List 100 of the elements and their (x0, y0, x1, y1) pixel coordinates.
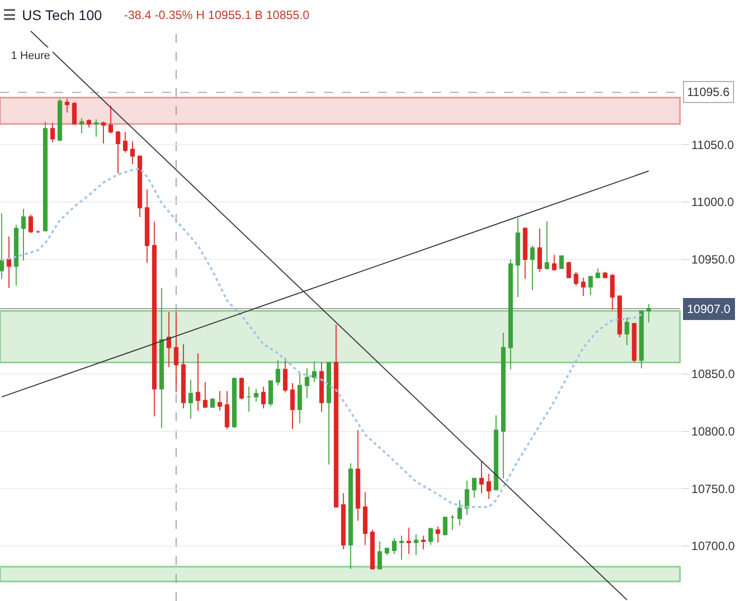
candlestick (552, 254, 556, 272)
candlestick (348, 462, 353, 570)
candlestick (268, 380, 273, 407)
candlestick (181, 344, 186, 409)
candlestick (610, 274, 615, 310)
candlestick (508, 258, 513, 370)
candlestick (138, 156, 142, 218)
candlestick (530, 245, 535, 291)
candlestick (130, 140, 135, 165)
candlestick (472, 478, 477, 498)
candlestick (239, 376, 244, 400)
candlestick (79, 118, 84, 134)
candlestick (362, 492, 368, 546)
candlestick (14, 224, 18, 286)
annotation: 1 Heure (11, 50, 50, 62)
candlestick (442, 516, 448, 536)
candlestick (450, 514, 455, 530)
candlestick (384, 548, 390, 556)
candlestick (43, 121, 48, 232)
candlestick (304, 368, 310, 399)
candlestick (646, 304, 652, 323)
candlestick (152, 220, 157, 417)
candlestick (326, 362, 332, 466)
candlestick (72, 102, 77, 125)
candlestick (166, 312, 172, 368)
candlestick (312, 360, 317, 382)
candlestick (624, 317, 630, 346)
candlestick (188, 379, 193, 420)
candlestick (334, 324, 338, 508)
candlestick (122, 132, 128, 154)
candlestick (392, 537, 397, 554)
candlestick (108, 105, 114, 134)
candlestick (50, 122, 55, 143)
candlestick (617, 296, 622, 338)
candlestick (559, 255, 564, 269)
chart-title: US Tech 100 (22, 7, 102, 23)
candlestick (457, 500, 462, 526)
candlestick (202, 382, 208, 408)
candlestick (632, 323, 636, 364)
candlestick (399, 535, 404, 560)
candlestick (428, 527, 433, 546)
candlestick (588, 276, 593, 296)
candlestick (414, 534, 418, 556)
candlestick (210, 398, 215, 408)
candlestick (341, 492, 346, 550)
candlestick (254, 388, 258, 402)
candlestick (58, 98, 62, 142)
candlestick (370, 529, 375, 570)
y-tick-label: 10750.0 (691, 482, 736, 496)
candlestick (574, 271, 578, 286)
candlestick (494, 414, 498, 490)
candlestick (94, 118, 98, 138)
candlestick (501, 332, 506, 479)
candlestick (602, 271, 608, 278)
candlestick (479, 460, 484, 494)
candlestick (159, 287, 164, 428)
candlestick (116, 130, 120, 174)
ref-line-label: 11095.6 (687, 85, 730, 99)
candlestick (246, 386, 252, 412)
candlestick (174, 312, 178, 393)
candlestick (86, 118, 92, 128)
y-tick-label: 10850.0 (691, 367, 736, 382)
candlestick (64, 98, 70, 114)
candlestick (282, 357, 288, 393)
candlestick (544, 220, 550, 270)
candlestick (290, 382, 295, 430)
candlestick (581, 277, 586, 297)
y-tick-label: 11000.0 (691, 195, 734, 210)
candlestick (232, 376, 237, 428)
y-tick-label: 11050.0 (691, 138, 734, 152)
candlestick (218, 390, 222, 412)
candlestick (224, 390, 230, 430)
candlestick (21, 208, 26, 261)
candlestick (261, 386, 266, 409)
chart-subtitle: -38.4 -0.35% H 10955.1 B 10855.0 (124, 8, 310, 22)
candlestick (596, 268, 600, 278)
line-series (0, 168, 642, 508)
candlestick (196, 352, 200, 412)
y-tick-label: 10700.0 (691, 539, 736, 554)
candlestick (28, 214, 34, 234)
candlestick (36, 230, 40, 234)
candlestick (144, 188, 150, 264)
candlestick (486, 473, 492, 500)
candlestick (464, 480, 470, 516)
candlestick (319, 362, 324, 412)
candlestick (377, 540, 382, 570)
candlestick (101, 121, 106, 144)
y-tick-label: 10800.0 (691, 424, 736, 439)
candlestick (537, 228, 542, 272)
candlestick (566, 261, 572, 278)
candlestick (516, 218, 520, 298)
ref-line-label: 10907.0 (687, 302, 731, 316)
y-tick-label: 10950.0 (691, 252, 736, 267)
candlestick (406, 527, 412, 554)
candlestick (6, 236, 12, 288)
candlestick (639, 310, 644, 369)
candlestick (0, 212, 4, 280)
candlestick (356, 430, 360, 522)
candlestick (522, 226, 528, 280)
candlestick (297, 372, 302, 424)
